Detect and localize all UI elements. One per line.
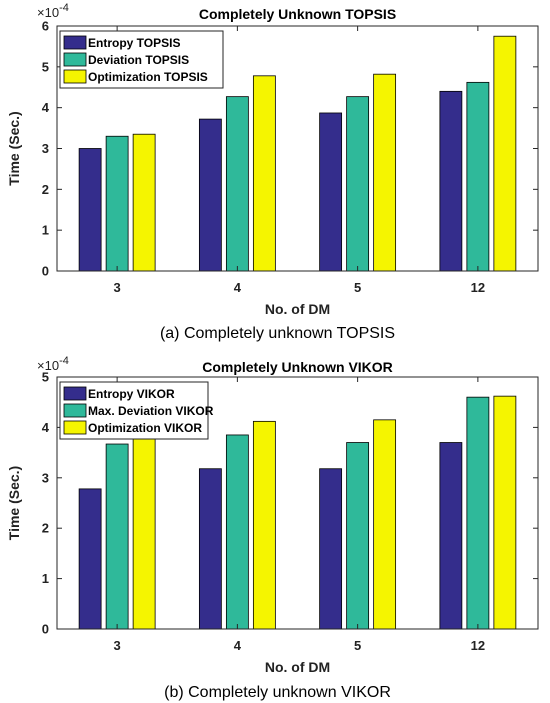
bar-2-4: [225, 434, 249, 630]
y-exponent-base: ×10: [37, 358, 59, 373]
y-tick-label: 6: [42, 19, 49, 34]
y-axis-label: Time (Sec.): [6, 111, 22, 185]
y-exponent-label: ×10-4: [37, 2, 69, 20]
y-exponent-power: -4: [59, 2, 69, 14]
x-tick-label: 3: [114, 280, 121, 295]
chart-title: Completely Unknown VIKOR: [202, 359, 393, 375]
bar-3-3: [132, 432, 156, 630]
legend-box: [59, 30, 224, 89]
x-tick-label: 5: [354, 280, 361, 295]
y-exponent-label: ×10-4: [37, 355, 69, 373]
x-tick-label: 5: [354, 638, 361, 653]
bar-3-5: [373, 419, 397, 630]
x-tick-label: 12: [471, 638, 485, 653]
x-tick-label: 4: [234, 638, 242, 653]
bar-3-4: [252, 75, 276, 272]
bar-1-3: [78, 488, 102, 630]
x-axis-label: No. of DM: [265, 301, 330, 317]
y-tick-label: 3: [42, 141, 49, 156]
y-tick-label: 0: [42, 622, 49, 637]
x-tick-label: 4: [234, 280, 242, 295]
y-exponent-base: ×10: [37, 5, 59, 20]
bar-1-3: [78, 148, 102, 272]
y-tick-label: 5: [42, 59, 49, 74]
bar-2-5: [346, 442, 370, 630]
chart-title: Completely Unknown TOPSIS: [199, 6, 396, 22]
x-axis-label: No. of DM: [265, 659, 330, 675]
axes-box: [56, 376, 539, 630]
bar-2-4: [225, 96, 249, 272]
y-tick-label: 4: [42, 420, 50, 435]
bar-2-3: [105, 135, 129, 272]
bar-3-5: [373, 73, 397, 272]
legend-label-3: Optimization VIKOR: [88, 421, 202, 435]
legend-swatch-1: [63, 35, 87, 50]
bar-2-12: [466, 396, 490, 630]
y-tick-label: 2: [42, 521, 49, 536]
bar-1-4: [198, 118, 222, 272]
legend-label-2: Max. Deviation VIKOR: [88, 404, 214, 418]
legend-swatch-3: [63, 69, 87, 84]
y-exponent-power: -4: [59, 355, 69, 367]
x-tick-label: 12: [471, 280, 485, 295]
legend-swatch-2: [63, 403, 87, 418]
y-tick-label: 1: [42, 571, 49, 586]
legend-label-3: Optimization TOPSIS: [88, 70, 208, 84]
y-tick-label: 4: [42, 100, 50, 115]
bar-3-12: [493, 395, 517, 630]
bar-2-12: [466, 81, 490, 272]
y-tick-label: 2: [42, 182, 49, 197]
legend-label-2: Deviation TOPSIS: [88, 53, 189, 67]
bar-1-12: [439, 442, 463, 630]
legend-label-1: Entropy VIKOR: [88, 387, 175, 401]
y-tick-label: 5: [42, 370, 49, 385]
y-axis-label: Time (Sec.): [6, 466, 22, 540]
legend: Entropy VIKOR Max. Deviation VIKOR Optimiz…: [59, 381, 214, 440]
y-tick-label: 0: [42, 264, 49, 279]
bar-3-4: [252, 420, 276, 630]
bar-2-5: [346, 96, 370, 272]
y-tick-label: 3: [42, 470, 49, 485]
y-tick-label: 1: [42, 223, 49, 238]
legend-swatch-3: [63, 420, 87, 435]
legend-label-1: Entropy TOPSIS: [88, 36, 180, 50]
bar-3-3: [132, 133, 156, 272]
figure-caption: (b) Completely unknown VIKOR: [164, 684, 391, 701]
bar-1-12: [439, 90, 463, 272]
bar-1-4: [198, 468, 222, 630]
x-tick-label: 3: [114, 638, 121, 653]
legend-swatch-2: [63, 52, 87, 67]
bar-1-5: [319, 468, 343, 630]
figure-caption: (a) Completely unknown TOPSIS: [160, 325, 395, 342]
bar-2-3: [105, 443, 129, 630]
legend-swatch-1: [63, 386, 87, 401]
bar-3-12: [493, 35, 517, 272]
bar-1-5: [319, 112, 343, 272]
legend: Entropy TOPSIS Deviation TOPSIS Optimizati…: [59, 30, 224, 89]
